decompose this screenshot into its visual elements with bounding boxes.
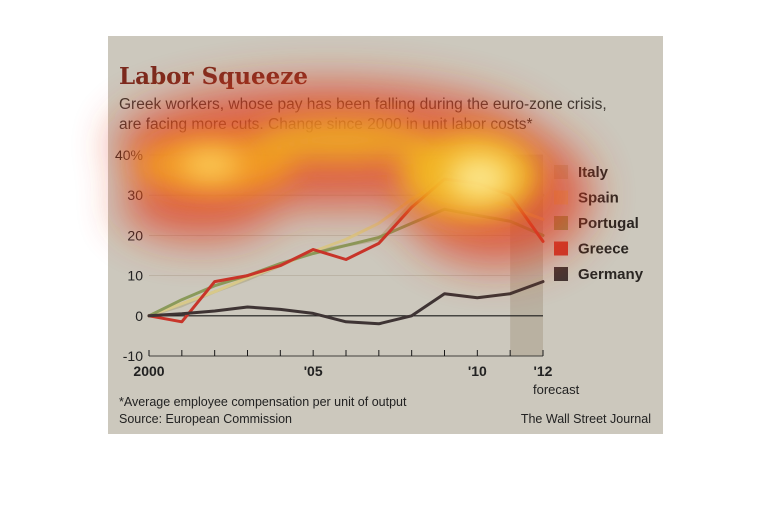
x-tick-label: '12	[534, 363, 553, 379]
series-line-greece	[147, 177, 545, 324]
y-tick-label: 30	[127, 187, 143, 203]
chart: Labor Squeeze Greek workers, whose pay h…	[115, 63, 651, 426]
forecast-shade	[510, 155, 543, 356]
x-tick-label: 2000	[133, 363, 164, 379]
chart-subtitle-line-1: Greek workers, whose pay has been fallin…	[119, 96, 607, 113]
series-line-germany	[147, 280, 545, 326]
legend-label-germany: Germany	[578, 266, 644, 283]
legend-swatch-greece	[554, 241, 568, 256]
series-line-portugal	[147, 207, 545, 318]
credit-note: The Wall Street Journal	[521, 412, 651, 426]
y-tick-label: 10	[127, 268, 143, 284]
legend-label-italy: Italy	[578, 164, 609, 181]
legend-swatch-germany	[554, 267, 568, 281]
chart-card: Labor Squeeze Greek workers, whose pay h…	[108, 36, 663, 434]
legend-swatch-italy	[554, 165, 568, 179]
y-tick-label: -10	[123, 348, 143, 364]
y-tick-label: 40%	[115, 147, 143, 163]
x-tick-label: '05	[304, 363, 323, 379]
legend-label-spain: Spain	[578, 190, 619, 207]
legend-label-portugal: Portugal	[578, 215, 639, 232]
plot-area: -10 0 10 20 30 40% 2000 '05 '10 '12 forecast Italy S…	[115, 147, 644, 397]
chart-title: Labor Squeeze	[119, 63, 308, 90]
x-forecast-label: forecast	[533, 382, 580, 397]
source-note: Source: European Commission	[119, 412, 292, 426]
legend-swatch-portugal	[554, 216, 568, 230]
footnote: *Average employee compensation per unit …	[119, 395, 407, 409]
x-tick-label: '10	[468, 363, 487, 379]
series-line-spain	[147, 177, 545, 318]
y-tick-label: 0	[135, 308, 143, 324]
chart-subtitle-line-2: are facing more cuts. Change since 2000 …	[119, 116, 533, 133]
legend-swatch-spain	[554, 190, 568, 205]
legend-label-greece: Greece	[578, 241, 629, 258]
y-tick-label: 20	[127, 227, 143, 243]
